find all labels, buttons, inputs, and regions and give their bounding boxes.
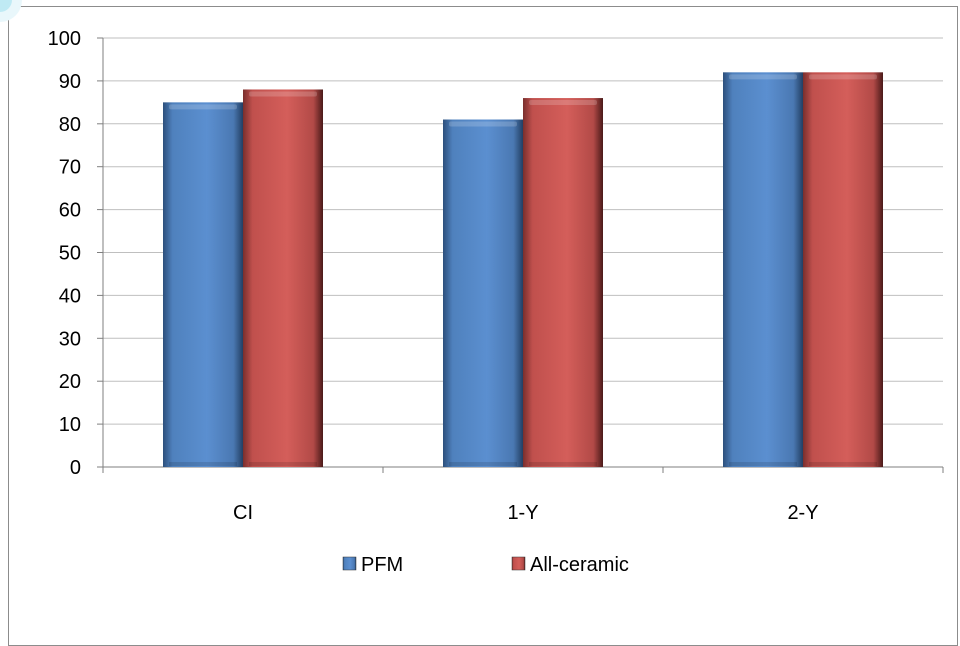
bar-top-highlight — [529, 100, 597, 106]
bar-2-Y-All-ceramic — [803, 72, 883, 467]
bar-base-shade — [449, 462, 517, 466]
legend-swatch-All-ceramic — [511, 556, 526, 571]
x-tick-label-CI: CI — [233, 502, 253, 524]
bar-2-Y-PFM — [723, 72, 803, 467]
bar-chart: 0 10 20 30 40 50 60 70 80 90 100 CI 1-Y 2-Y PFM All-ce… — [48, 28, 944, 576]
legend-label-All-ceramic: All-ceramic — [530, 554, 629, 576]
y-tick-label-100: 100 — [48, 28, 81, 50]
bar-base-shade — [809, 462, 877, 466]
bar-base-shade — [169, 462, 237, 466]
bar-top-highlight — [249, 91, 317, 97]
y-tick-label-50: 50 — [59, 243, 81, 265]
bar-base-shade — [529, 462, 597, 466]
tick-labels: 0 10 20 30 40 50 60 70 80 90 100 CI 1-Y 2-Y — [48, 28, 819, 524]
bar-top-highlight — [809, 74, 877, 80]
y-tick-label-60: 60 — [59, 200, 81, 222]
y-tick-label-80: 80 — [59, 114, 81, 136]
y-tick-label-40: 40 — [59, 285, 81, 307]
bar-top-highlight — [449, 121, 517, 127]
bars — [163, 72, 883, 467]
legend-swatch-PFM — [342, 556, 357, 571]
bar-1-Y-PFM — [443, 119, 523, 467]
bar-top-highlight — [729, 74, 797, 80]
x-tick-label-1-Y: 1-Y — [507, 502, 538, 524]
bar-base-shade — [249, 462, 317, 466]
y-tick-label-30: 30 — [59, 328, 81, 350]
legend: PFM All-ceramic — [342, 554, 629, 576]
y-tick-label-70: 70 — [59, 157, 81, 179]
y-tick-label-0: 0 — [70, 457, 81, 479]
bar-CI-PFM — [163, 102, 243, 467]
legend-label-PFM: PFM — [361, 554, 403, 576]
x-tick-label-2-Y: 2-Y — [787, 502, 818, 524]
y-tick-label-20: 20 — [59, 371, 81, 393]
y-tick-label-90: 90 — [59, 71, 81, 93]
bar-1-Y-All-ceramic — [523, 98, 603, 467]
y-tick-label-10: 10 — [59, 414, 81, 436]
bar-CI-All-ceramic — [243, 89, 323, 467]
corner-decoration — [0, 0, 22, 22]
bar-top-highlight — [169, 104, 237, 110]
bar-base-shade — [729, 462, 797, 466]
